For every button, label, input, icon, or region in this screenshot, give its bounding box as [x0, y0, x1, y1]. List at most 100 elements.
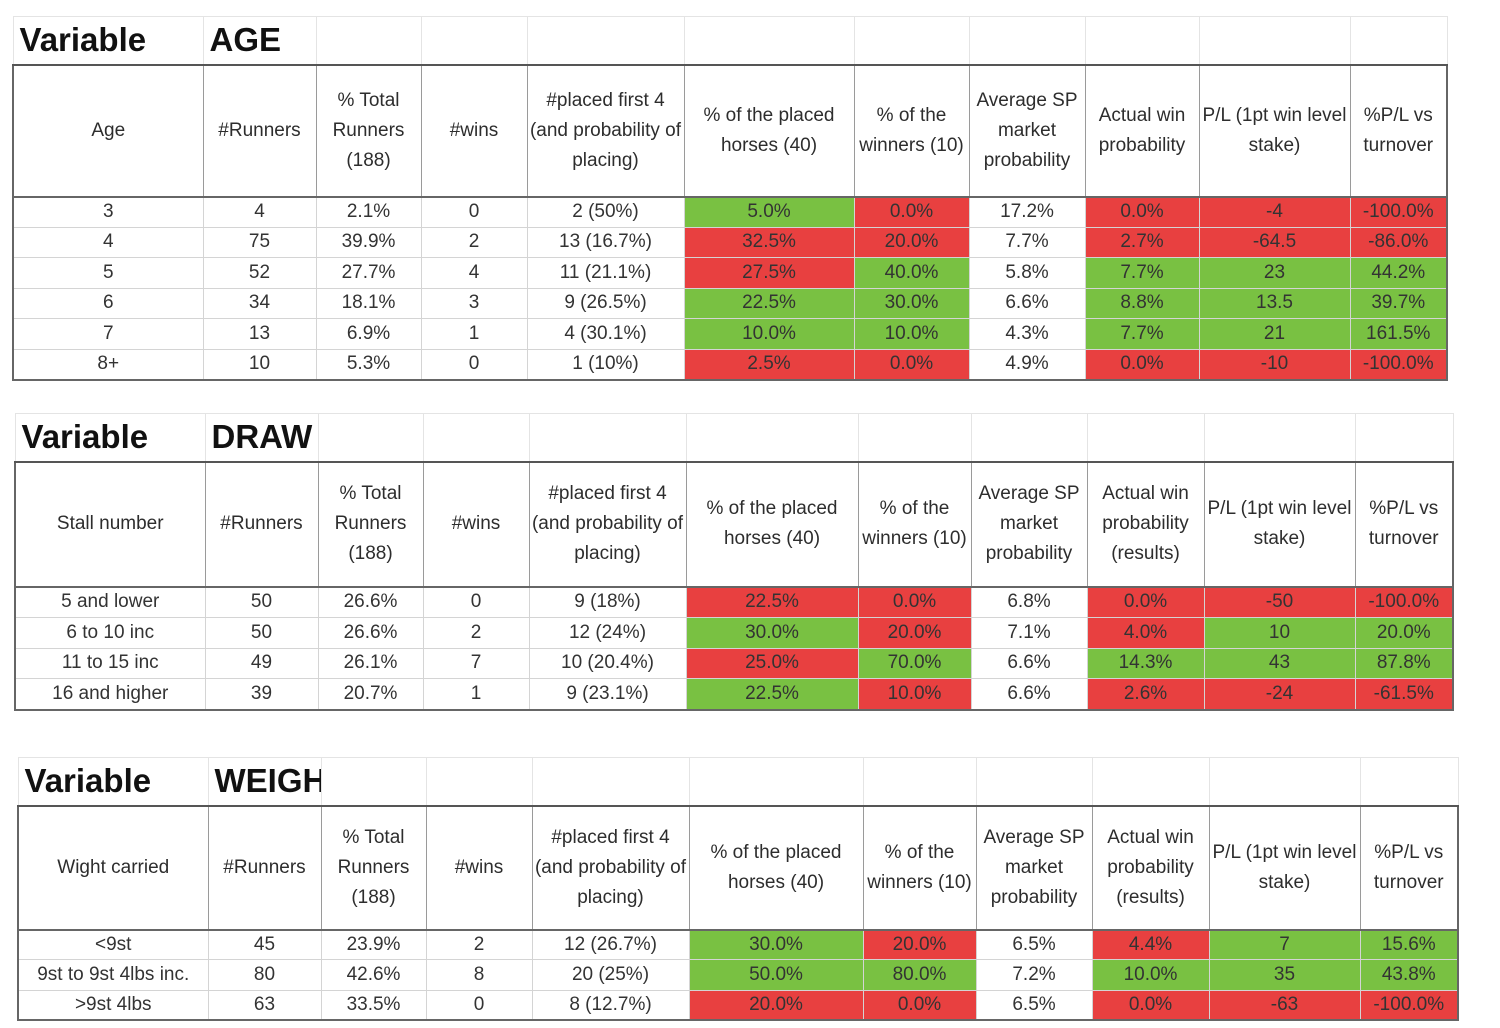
table-cell: 0: [425, 989, 533, 1022]
empty-cell: [420, 16, 528, 66]
table-cell: 5.8%: [968, 257, 1086, 289]
table-cell: 12 (24%): [528, 616, 687, 649]
column-header: #Runners: [204, 461, 319, 587]
column-header: P/L (1pt win level stake): [1208, 805, 1361, 930]
table-cell: 11 to 15 inc: [14, 647, 206, 680]
empty-cell: [531, 757, 690, 807]
empty-cell: [685, 413, 859, 463]
empty-cell: [528, 413, 687, 463]
table-draw: Variable DRAW Stall number #Runners% Total …: [14, 413, 1454, 711]
column-header: Average SP market probability: [968, 64, 1086, 197]
table-row: 3 4 2.1% 0 2 (50%) 5.0% 0.0% 17.2% 0.0% -4 -100.0%: [12, 195, 1448, 228]
table-cell: 0: [420, 348, 528, 381]
empty-cell: [315, 16, 422, 66]
table-cell: 9 (23.1%): [528, 678, 687, 711]
table-cell: 6.6%: [970, 647, 1088, 680]
table-cell: 7.7%: [1084, 257, 1200, 289]
table-cell: 39.9%: [315, 226, 422, 258]
table-cell: 20.0%: [853, 226, 970, 258]
empty-cell: [1208, 757, 1361, 807]
table-cell: 4 (30.1%): [526, 318, 685, 350]
table-cell: 25.0%: [685, 647, 859, 680]
table-row: 6 to 10 inc 50 26.6% 2 12 (24%) 30.0% 20.0% 7.1…: [14, 616, 1454, 649]
table-cell: 26.6%: [317, 585, 424, 618]
empty-cell: [862, 757, 977, 807]
column-header: #wins: [420, 64, 528, 197]
table-row: 4 75 39.9% 2 13 (16.7%) 32.5% 20.0% 7.7% 2.7% -64…: [12, 226, 1448, 258]
column-header: Age: [12, 64, 204, 197]
table-cell: 6.5%: [975, 989, 1093, 1022]
title-row: Variable DRAW: [14, 413, 1454, 463]
table-cell: 4: [12, 226, 204, 258]
column-header: #placed first 4 (and probability of plac…: [531, 805, 690, 930]
table-cell: 4.0%: [1086, 616, 1205, 649]
table-cell: 14.3%: [1086, 647, 1205, 680]
table-cell: 5: [12, 257, 204, 289]
column-header: Wight carried: [17, 805, 209, 930]
table-cell: 15.6%: [1359, 928, 1459, 961]
table-cell: 70.0%: [857, 647, 972, 680]
table-cell: 10: [202, 348, 317, 381]
table-cell: -61.5%: [1354, 678, 1454, 711]
variable-label: Variable: [12, 16, 204, 66]
table-cell: 30.0%: [853, 287, 970, 319]
column-header: #wins: [422, 461, 530, 587]
table-cell: 26.6%: [317, 616, 424, 649]
table-cell: 2: [422, 616, 530, 649]
column-header: % of the winners (10): [853, 64, 970, 197]
table-cell: -50: [1203, 585, 1356, 618]
column-header: #wins: [425, 805, 533, 930]
empty-cell: [683, 16, 855, 66]
table-cell: 75: [202, 226, 317, 258]
table-cell: 0.0%: [857, 585, 972, 618]
table-cell: 0.0%: [862, 989, 977, 1022]
table-cell: 12 (26.7%): [531, 928, 690, 961]
table-cell: 80.0%: [862, 959, 977, 991]
table-cell: 33.5%: [320, 989, 427, 1022]
table-cell: 16 and higher: [14, 678, 206, 711]
empty-cell: [1086, 413, 1205, 463]
column-header: % of the winners (10): [857, 461, 972, 587]
table-row: 7 13 6.9% 1 4 (30.1%) 10.0% 10.0% 4.3% 7.7% 21 161…: [12, 318, 1448, 350]
table-cell: 22.5%: [683, 287, 855, 319]
table-cell: 10.0%: [1091, 959, 1210, 991]
table-cell: 13 (16.7%): [526, 226, 685, 258]
column-header: Actual win probability (results): [1091, 805, 1210, 930]
empty-cell: [526, 16, 685, 66]
table-cell: -100.0%: [1349, 348, 1448, 381]
column-header: Actual win probability (results): [1086, 461, 1205, 587]
table-cell: 6 to 10 inc: [14, 616, 206, 649]
table-cell: 20 (25%): [531, 959, 690, 991]
table-cell: >9st 4lbs: [17, 989, 209, 1022]
table-cell: 23: [1198, 257, 1351, 289]
table-cell: 5.3%: [315, 348, 422, 381]
table-cell: 20.0%: [688, 989, 864, 1022]
table-row: 11 to 15 inc 49 26.1% 7 10 (20.4%) 25.0% 70.0%…: [14, 647, 1454, 680]
table-cell: 5.0%: [683, 195, 855, 228]
empty-cell: [1198, 16, 1351, 66]
table-cell: 52: [202, 257, 317, 289]
table-cell: 8.8%: [1084, 287, 1200, 319]
table-cell: 4.4%: [1091, 928, 1210, 961]
table-cell: 42.6%: [320, 959, 427, 991]
table-cell: 0.0%: [853, 348, 970, 381]
header-row: Stall number #Runners% Total Runners (188…: [14, 461, 1454, 587]
table-row: 16 and higher 39 20.7% 1 9 (23.1%) 22.5% 10.0%…: [14, 678, 1454, 711]
table-cell: 0.0%: [1084, 195, 1200, 228]
variable-label: Variable: [17, 757, 209, 807]
empty-cell: [1349, 16, 1448, 66]
table-cell: 20.0%: [862, 928, 977, 961]
table-cell: 7.2%: [975, 959, 1093, 991]
column-header: #placed first 4 (and probability of plac…: [528, 461, 687, 587]
table-cell: -100.0%: [1354, 585, 1454, 618]
empty-cell: [422, 413, 530, 463]
table-cell: 2 (50%): [526, 195, 685, 228]
table-cell: 9 (26.5%): [526, 287, 685, 319]
table-cell: 1: [420, 318, 528, 350]
table-cell: 10: [1203, 616, 1356, 649]
table-cell: 161.5%: [1349, 318, 1448, 350]
column-header: % Total Runners (188): [317, 461, 424, 587]
header-row: Wight carried #Runners% Total Runners (18…: [17, 805, 1459, 930]
table-cell: 18.1%: [315, 287, 422, 319]
table-cell: 50: [204, 616, 319, 649]
